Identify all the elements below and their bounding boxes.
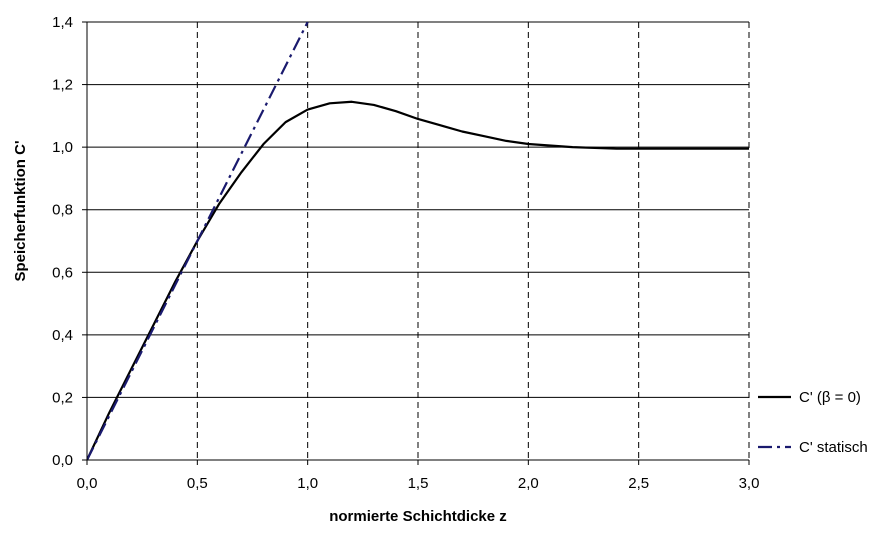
y-tick-label: 1,2 bbox=[52, 77, 73, 94]
axes bbox=[82, 21, 750, 465]
series-line-c-prime-beta-0 bbox=[87, 100, 749, 460]
series-line-c-prime-statisch bbox=[87, 22, 309, 460]
legend-label-c-prime-beta-0: C' (β = 0) bbox=[799, 389, 861, 406]
tick-labels: 0,0 0,2 0,4 0,6 0,8 1,0 1,2 1,4 0,0 0,5 1,0 1,5 2,0 2… bbox=[52, 14, 759, 492]
grid bbox=[87, 21, 750, 460]
legend-label-c-prime-statisch: C' statisch bbox=[799, 439, 868, 456]
x-tick-label: 0,0 bbox=[77, 475, 98, 492]
y-tick-label: 1,0 bbox=[52, 139, 73, 156]
x-tick-label: 1,5 bbox=[408, 475, 429, 492]
x-tick-label: 2,5 bbox=[628, 475, 649, 492]
y-axis-title: Speicherfunktion C' bbox=[12, 140, 29, 281]
x-axis-title: normierte Schichtdicke z bbox=[329, 508, 507, 525]
y-tick-label: 1,4 bbox=[52, 14, 73, 31]
y-tick-label: 0,4 bbox=[52, 327, 73, 344]
y-tick-label: 0,2 bbox=[52, 389, 73, 406]
x-tick-label: 1,0 bbox=[297, 475, 318, 492]
series-lines bbox=[87, 22, 749, 460]
legend: C' (β = 0) C' statisch bbox=[758, 389, 868, 456]
y-tick-label: 0,6 bbox=[52, 264, 73, 281]
x-tick-label: 2,0 bbox=[518, 475, 539, 492]
y-tick-label: 0,0 bbox=[52, 452, 73, 469]
y-tick-label: 0,8 bbox=[52, 202, 73, 219]
x-tick-label: 0,5 bbox=[187, 475, 208, 492]
x-tick-label: 3,0 bbox=[739, 475, 760, 492]
